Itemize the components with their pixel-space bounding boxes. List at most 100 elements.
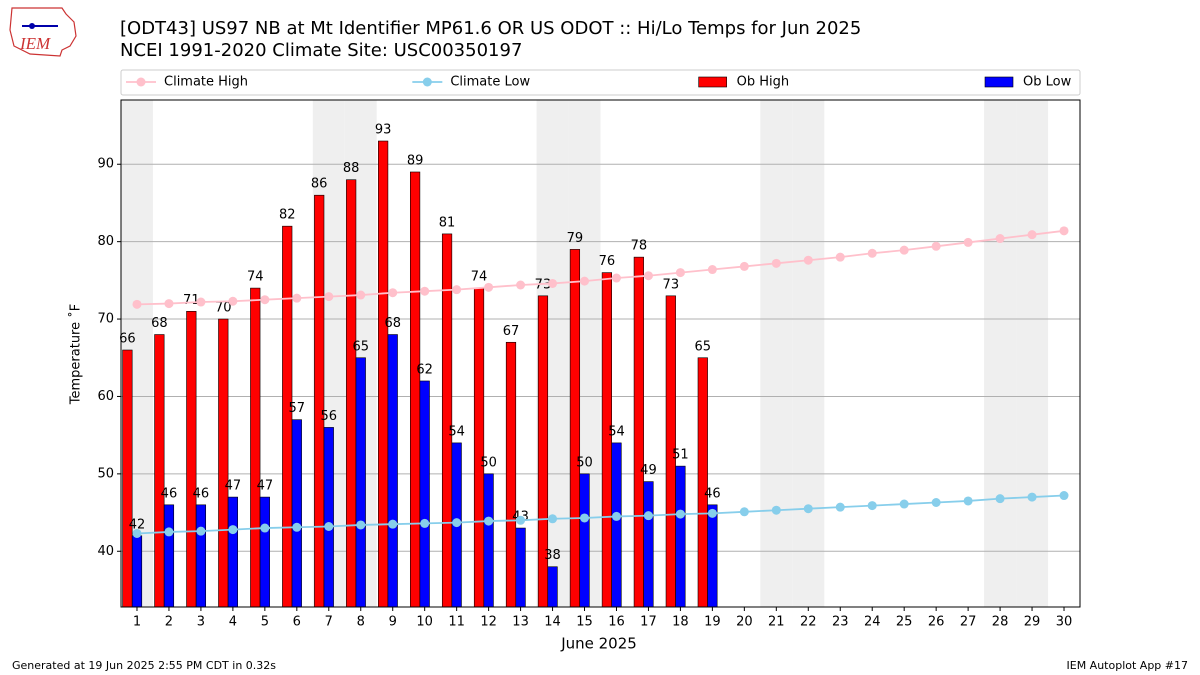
x-tick-label: 23 [832, 615, 849, 630]
bar [611, 442, 622, 608]
line-marker [548, 278, 558, 288]
x-tick-label: 30 [1056, 615, 1073, 630]
x-tick-label: 10 [416, 615, 433, 630]
bar-label: 62 [416, 362, 433, 377]
legend-swatch [698, 76, 727, 88]
legend-marker [136, 77, 146, 87]
x-tick-label: 12 [480, 615, 497, 630]
weekend-shade [760, 100, 793, 607]
bar [633, 256, 644, 608]
bar-label: 50 [480, 455, 497, 470]
bar-label: 46 [193, 486, 210, 501]
bar [419, 380, 430, 608]
bar [227, 496, 238, 608]
line-marker [771, 258, 781, 268]
line-marker [803, 504, 813, 514]
line-marker [516, 280, 526, 290]
bar [643, 481, 654, 608]
line-marker [963, 237, 973, 247]
x-tick-label: 17 [640, 615, 657, 630]
line-marker [835, 252, 845, 262]
bar [291, 419, 302, 608]
bar-label: 50 [576, 455, 593, 470]
bar-label: 47 [225, 479, 242, 494]
x-tick-label: 19 [704, 615, 721, 630]
bar [387, 334, 398, 608]
line-marker [132, 299, 142, 309]
bar-label: 67 [503, 324, 520, 339]
footer-right: IEM Autoplot App #17 [1067, 659, 1189, 672]
line-marker [739, 261, 749, 271]
bar-label: 42 [129, 517, 146, 532]
line-marker [356, 520, 366, 530]
bar-label: 65 [352, 339, 369, 354]
bar [218, 318, 229, 608]
bar-label: 73 [663, 277, 680, 292]
line-marker [420, 518, 430, 528]
bar-label: 54 [448, 424, 465, 439]
line-marker [931, 241, 941, 251]
bar [163, 504, 175, 608]
bar [473, 287, 485, 608]
logo-dot [29, 23, 35, 29]
line-marker [484, 516, 494, 526]
bar [122, 349, 133, 608]
x-tick-label: 22 [800, 615, 817, 630]
legend-label: Climate Low [450, 75, 530, 90]
x-tick-label: 24 [864, 615, 881, 630]
x-tick-label: 4 [229, 615, 237, 630]
line-marker [580, 513, 590, 523]
x-tick-label: 7 [325, 615, 333, 630]
bar [483, 473, 494, 608]
bar-label: 71 [183, 293, 200, 308]
x-tick-label: 11 [448, 615, 465, 630]
bar-label: 54 [608, 424, 625, 439]
weekend-shade [984, 100, 1017, 607]
line-marker [388, 519, 398, 529]
line-marker [995, 494, 1005, 504]
bar-label: 49 [640, 463, 657, 478]
bar [154, 334, 165, 608]
bar [131, 535, 143, 608]
bar-label: 89 [407, 153, 424, 168]
bar-label: 78 [631, 239, 648, 254]
bar [505, 341, 517, 608]
bar-label: 46 [161, 486, 178, 501]
bar [409, 171, 421, 608]
logo-text: IEM [19, 34, 51, 53]
x-tick-label: 2 [165, 615, 173, 630]
line-marker [1027, 492, 1037, 502]
bar [697, 357, 708, 608]
y-tick-label: 80 [97, 234, 114, 249]
legend-marker [422, 77, 432, 87]
bar-label: 79 [567, 231, 584, 246]
bar-label: 57 [289, 401, 306, 416]
bar [579, 473, 590, 608]
weekend-shade [1016, 100, 1049, 607]
line-marker [707, 508, 717, 518]
x-tick-label: 29 [1024, 615, 1041, 630]
bar [259, 496, 270, 608]
bar-label: 81 [439, 215, 456, 230]
bar [186, 311, 197, 608]
line-marker [452, 285, 462, 295]
bar-label: 38 [544, 548, 561, 563]
bar-label: 46 [704, 486, 721, 501]
y-tick-label: 40 [97, 544, 114, 559]
line-marker [931, 498, 941, 508]
line-marker [260, 523, 270, 533]
x-tick-label: 3 [197, 615, 205, 630]
line-marker [228, 525, 238, 535]
line-marker [1027, 230, 1037, 240]
line-marker [675, 268, 685, 278]
line-marker [196, 297, 206, 307]
line-marker [292, 522, 302, 532]
x-tick-label: 13 [512, 615, 529, 630]
bar [323, 427, 334, 608]
line-marker [388, 288, 398, 298]
line-marker [356, 290, 366, 300]
line [136, 229, 1065, 306]
line-marker [643, 511, 653, 521]
line-marker [611, 273, 621, 283]
bar-label: 68 [151, 316, 168, 331]
